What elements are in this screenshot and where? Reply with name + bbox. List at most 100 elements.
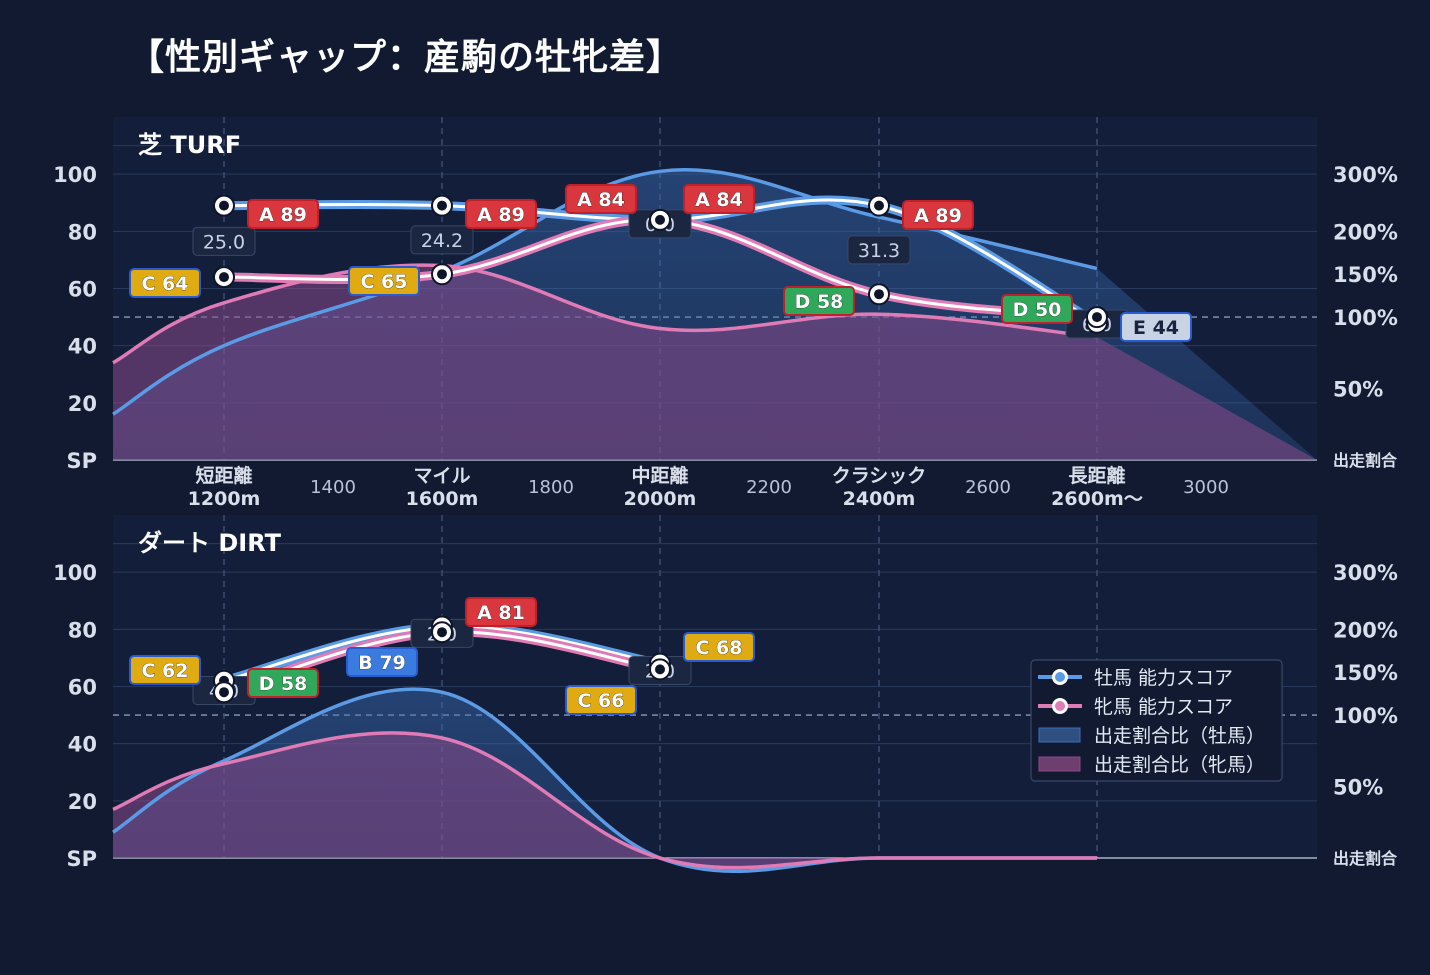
x-distance-label: 1600m — [406, 488, 479, 510]
legend-area-swatch — [1038, 756, 1081, 772]
gap-badge-label: 24.2 — [421, 230, 463, 252]
grade-badge-bg — [247, 199, 319, 229]
male-grade-label: A 89 — [465, 199, 537, 229]
legend-label: 牝馬 能力スコア — [1094, 696, 1233, 718]
grade-badge-bg — [565, 184, 637, 214]
female-grade-label: D 58 — [783, 286, 855, 316]
y2-tick-label: 50% — [1333, 378, 1383, 402]
panel-title: 芝 TURF — [138, 131, 241, 159]
grade-badge-bg — [348, 266, 420, 296]
female-grade-label: C 64 — [129, 268, 201, 298]
point-core — [655, 214, 665, 225]
female-grade-label: C 65 — [348, 266, 420, 296]
legend-marker-core — [1055, 672, 1065, 682]
y2-axis-label: 出走割合 — [1333, 451, 1398, 470]
legend-label: 出走割合比（牡馬） — [1094, 725, 1265, 747]
y-tick-label: 80 — [68, 220, 97, 244]
y2-tick-label: 100% — [1333, 704, 1398, 728]
female-grade-label: C 66 — [565, 685, 637, 715]
x-minor-tick-label: 1400 — [310, 477, 356, 498]
grade-badge-bg — [129, 655, 201, 685]
point-core — [874, 289, 884, 300]
x-category-label: マイル — [413, 465, 470, 487]
chart-panel-0: 芝 TURF SP 20 40 60 80 100 50% 100% 150% 200% 300% 出走… — [53, 117, 1398, 510]
grade-badge-bg — [129, 268, 201, 298]
grade-badge-label: E 44 — [1133, 317, 1179, 339]
y-tick-label: 100 — [53, 163, 97, 187]
y-tick-label: 20 — [68, 790, 97, 814]
x-minor-tick-label: 3000 — [1183, 477, 1229, 498]
grade-badge-bg — [465, 199, 537, 229]
grade-badge-label: C 68 — [696, 637, 743, 659]
y2-tick-label: 150% — [1333, 661, 1398, 685]
female-grade-label: A 84 — [683, 184, 755, 214]
grade-badge-label: D 58 — [795, 291, 844, 313]
x-category-label: 長距離 — [1068, 464, 1125, 487]
x-category-label: 短距離 — [195, 464, 252, 487]
grade-badge-label: D 58 — [259, 673, 308, 695]
point-core — [219, 200, 229, 211]
male-grade-label: C 68 — [683, 632, 755, 662]
grade-badge-label: C 62 — [142, 660, 189, 682]
grade-badge-bg — [683, 184, 755, 214]
grade-badge-label: B 79 — [358, 652, 406, 674]
grade-badge-label: A 81 — [477, 602, 525, 624]
gap-value-badge: 24.2 — [410, 225, 474, 255]
gap-badge-bg — [192, 226, 256, 256]
y-tick-label: 60 — [68, 278, 97, 302]
female-grade-label: D 50 — [1001, 294, 1073, 324]
point-core — [437, 269, 447, 280]
gap-badge-label: 31.3 — [858, 240, 900, 262]
grade-badge-label: A 89 — [259, 204, 307, 226]
point-core — [219, 272, 229, 283]
x-distance-label: 2000m — [624, 488, 697, 510]
point-core — [437, 627, 447, 638]
gap-badge-bg — [410, 225, 474, 255]
grade-badge-label: C 64 — [142, 273, 189, 295]
y2-tick-label: 200% — [1333, 220, 1398, 244]
female-grade-label: D 58 — [247, 668, 319, 698]
gap-value-badge: 25.0 — [192, 226, 256, 256]
y-tick-label: SP — [66, 449, 97, 473]
area-female-fill — [113, 265, 1317, 460]
y2-tick-label: 100% — [1333, 306, 1398, 330]
x-distance-label: 1200m — [188, 488, 261, 510]
y-tick-label: 40 — [68, 335, 97, 359]
y-tick-label: 100 — [53, 561, 97, 585]
y2-tick-label: 300% — [1333, 561, 1398, 585]
y2-tick-label: 50% — [1333, 776, 1383, 800]
x-category-label: クラシック — [832, 465, 927, 487]
legend-box — [1030, 659, 1283, 782]
legend-area-swatch — [1038, 727, 1081, 743]
y-tick-label: SP — [66, 847, 97, 871]
grade-badge-label: C 65 — [361, 271, 408, 293]
point-core — [655, 664, 665, 675]
gap-value-badge: 31.3 — [847, 235, 911, 265]
chart-panel-1: ダート DIRT SP 20 40 60 80 100 50% 100% 150% 200% 300%… — [53, 515, 1398, 873]
point-core — [1092, 312, 1102, 323]
legend-marker-core — [1055, 701, 1065, 711]
grade-badge-bg — [783, 286, 855, 316]
y-tick-label: 60 — [68, 676, 97, 700]
grade-badge-bg — [565, 685, 637, 715]
grade-badge-label: A 89 — [477, 204, 525, 226]
x-minor-tick-label: 1800 — [528, 477, 574, 498]
legend-item: 出走割合比（牡馬） — [1038, 725, 1265, 747]
point-core — [874, 200, 884, 211]
point-core — [219, 687, 229, 698]
male-grade-label: A 89 — [247, 199, 319, 229]
y2-tick-label: 150% — [1333, 263, 1398, 287]
page-title: 【性別ギャップ：産駒の牡牝差】 — [128, 37, 684, 78]
x-category-label: 中距離 — [631, 464, 688, 487]
area-female-line — [112, 731, 1097, 870]
male-grade-label: C 62 — [129, 655, 201, 685]
grade-badge-label: D 50 — [1013, 299, 1062, 321]
area-female-line — [112, 263, 1098, 365]
point-core — [437, 200, 447, 211]
y2-tick-label: 200% — [1333, 618, 1398, 642]
gap-badge-bg — [847, 235, 911, 265]
grade-badge-label: C 66 — [578, 690, 625, 712]
x-minor-tick-label: 2600 — [965, 477, 1011, 498]
